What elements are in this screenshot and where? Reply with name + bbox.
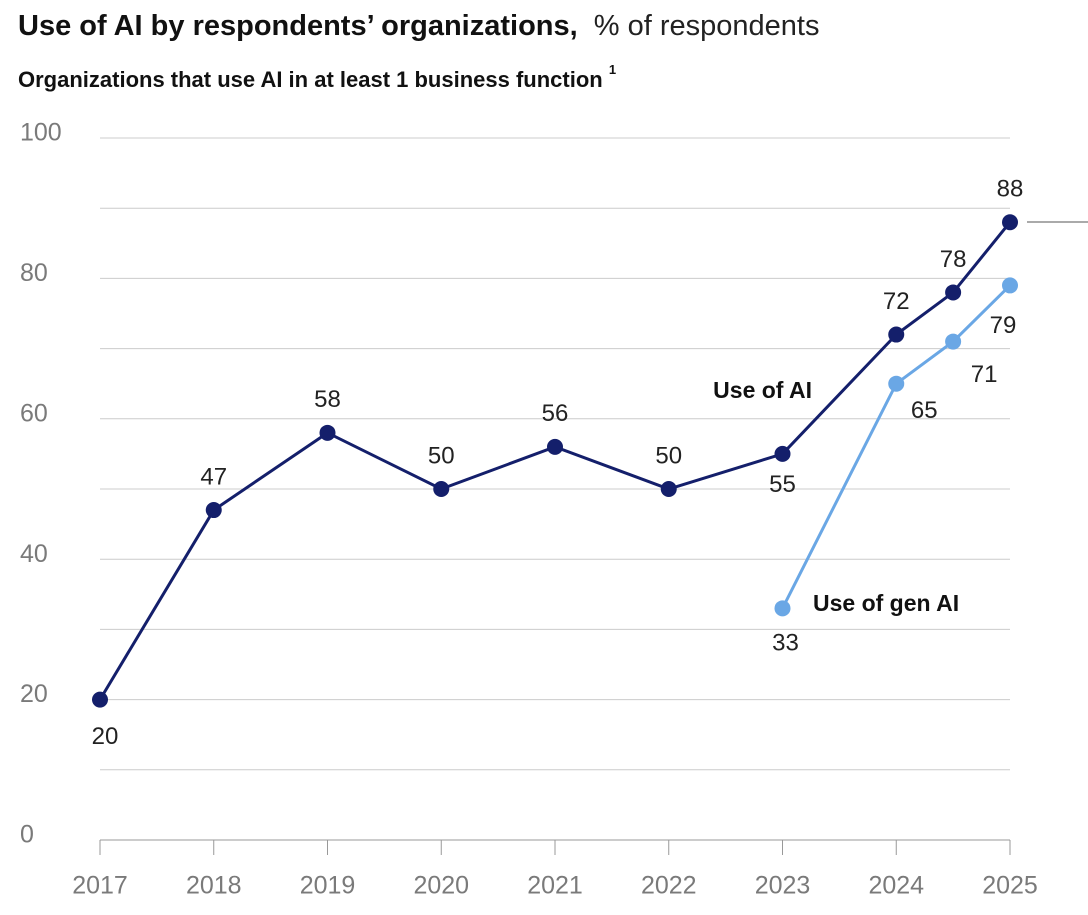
y-tick-label: 60: [20, 399, 48, 427]
data-point: [319, 424, 336, 441]
data-label: 47: [200, 463, 227, 490]
data-label: 58: [314, 386, 341, 413]
footnote-marker: 1: [609, 62, 616, 77]
data-point: [945, 284, 962, 301]
data-point: [660, 481, 677, 497]
data-label: 50: [655, 442, 682, 469]
x-tick-label: 2022: [641, 872, 697, 900]
chart-subtitle-wrap: Organizations that use AI in at least 1 …: [18, 62, 616, 91]
x-tick-label: 2017: [72, 872, 128, 900]
data-label: 55: [769, 471, 796, 498]
x-tick-label: 2020: [413, 872, 469, 900]
data-point: [945, 333, 962, 350]
data-label: 56: [542, 400, 569, 427]
y-tick-label: 100: [20, 119, 62, 147]
data-point: [433, 481, 450, 497]
series-line: [781, 284, 1012, 610]
chart-title-units: % of respondents: [594, 10, 820, 42]
chart-title: Use of AI by respondents’ organizations,: [18, 10, 578, 42]
y-tick-label: 20: [20, 680, 48, 708]
data-label: 78: [940, 246, 967, 273]
series-line: [98, 221, 1012, 701]
x-tick-label: 2021: [527, 872, 583, 900]
data-label: 72: [883, 288, 910, 315]
series-label: Use of gen AI: [813, 590, 959, 616]
data-point: [774, 600, 791, 617]
data-label: 50: [428, 442, 455, 469]
data-point: [888, 326, 905, 343]
data-point: [92, 691, 108, 708]
x-tick-label: 2018: [186, 872, 242, 900]
x-tick-label: 2019: [300, 872, 356, 900]
chart-subtitle: Organizations that use AI in at least 1 …: [18, 67, 603, 92]
x-tick-label: 2024: [868, 872, 924, 900]
data-label: 71: [971, 361, 998, 388]
series-label: Use of AI: [713, 377, 812, 403]
data-point: [547, 438, 563, 455]
data-point: [205, 502, 222, 519]
y-tick-label: 40: [20, 540, 48, 568]
y-tick-label: 0: [20, 821, 34, 849]
data-point: [1002, 214, 1018, 231]
data-label: 65: [911, 397, 938, 424]
x-tick-label: 2025: [982, 872, 1038, 900]
data-label: 33: [772, 630, 799, 657]
data-point: [1002, 277, 1018, 294]
x-tick-label: 2023: [755, 872, 811, 900]
data-label: 88: [997, 176, 1024, 203]
data-label: 79: [990, 312, 1017, 339]
data-label: 20: [92, 723, 119, 750]
y-tick-label: 80: [20, 259, 48, 287]
data-point: [774, 445, 791, 462]
chart-title-wrap: Use of AI by respondents’ organizations,…: [18, 10, 819, 42]
data-point: [888, 375, 905, 392]
